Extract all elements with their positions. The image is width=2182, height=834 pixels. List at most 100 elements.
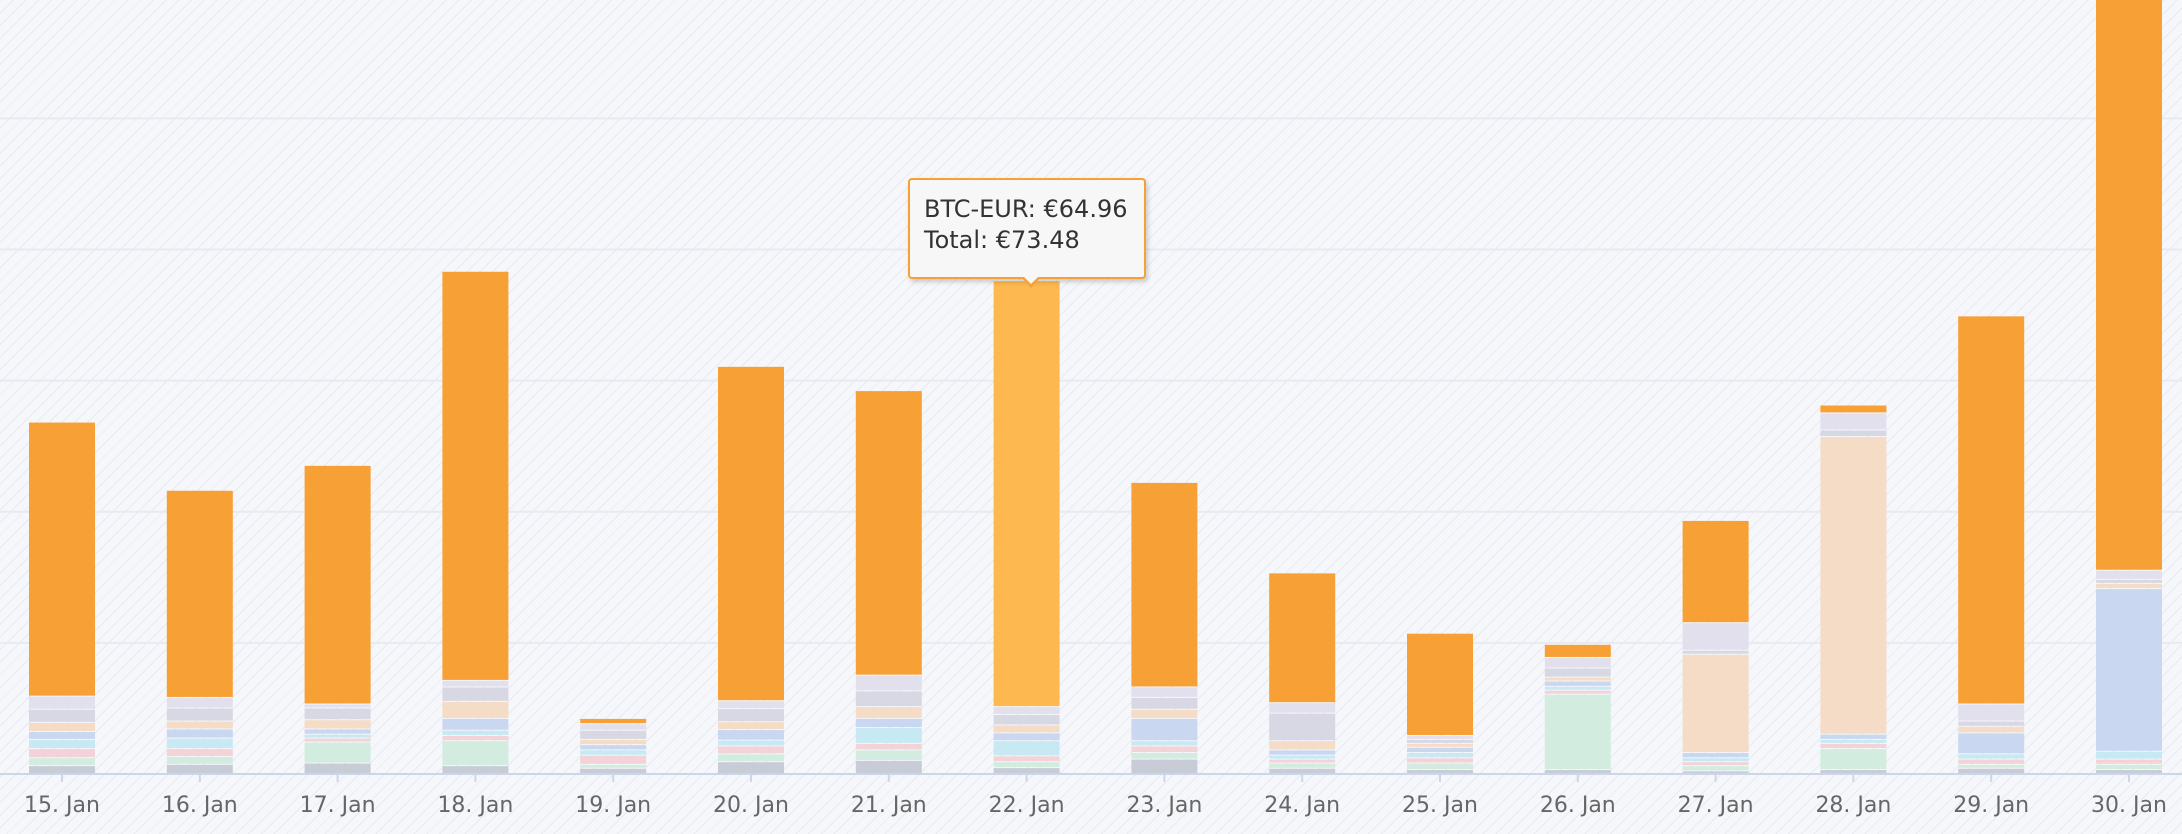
bar-segment[interactable] bbox=[1958, 316, 2025, 704]
bar-segment[interactable] bbox=[1407, 770, 1473, 773]
bar-segment[interactable] bbox=[1544, 690, 1611, 694]
bar-segment[interactable] bbox=[442, 271, 509, 680]
bar-segment[interactable] bbox=[1407, 739, 1473, 743]
bar-segment[interactable] bbox=[580, 739, 647, 745]
bar-segment[interactable] bbox=[855, 760, 922, 773]
bar-segment[interactable] bbox=[166, 729, 233, 738]
bar-segment[interactable] bbox=[166, 756, 233, 764]
bar-segment[interactable] bbox=[1269, 759, 1336, 763]
bar-segment[interactable] bbox=[993, 725, 1060, 733]
bar-segment[interactable] bbox=[855, 691, 922, 707]
bar-segment[interactable] bbox=[1131, 687, 1198, 697]
bar-segment[interactable] bbox=[580, 718, 647, 724]
bar-segment[interactable] bbox=[29, 739, 95, 749]
bar-segment[interactable] bbox=[1407, 763, 1473, 770]
bar-segment[interactable] bbox=[304, 465, 371, 704]
bar-segment[interactable] bbox=[1958, 726, 2025, 733]
bar-segment[interactable] bbox=[2096, 583, 2162, 589]
bar-segment[interactable] bbox=[1131, 746, 1198, 753]
bar-segment[interactable] bbox=[1958, 768, 2025, 773]
bar-segment[interactable] bbox=[304, 734, 371, 738]
bar-segment[interactable] bbox=[29, 709, 95, 722]
bar-segment[interactable] bbox=[304, 742, 371, 763]
bar-segment[interactable] bbox=[1682, 762, 1749, 766]
bar-segment[interactable] bbox=[1820, 739, 1887, 743]
bar-segment[interactable] bbox=[304, 720, 371, 729]
bar-segment[interactable] bbox=[1958, 759, 2025, 764]
bar-segment[interactable] bbox=[2096, 579, 2162, 583]
bar-segment[interactable] bbox=[1544, 681, 1611, 686]
bar-segment[interactable] bbox=[304, 708, 371, 720]
bar-segment[interactable] bbox=[1958, 733, 2025, 754]
bar-segment[interactable] bbox=[29, 758, 95, 766]
bar-segment[interactable] bbox=[1407, 753, 1473, 758]
bar-segment[interactable] bbox=[580, 768, 647, 773]
bar-segment[interactable] bbox=[29, 766, 95, 773]
bar-segment[interactable] bbox=[166, 490, 233, 697]
bar-segment[interactable] bbox=[580, 730, 647, 739]
bar-segment[interactable] bbox=[1958, 764, 2025, 768]
bar-segment[interactable] bbox=[580, 724, 647, 730]
bar-segment[interactable] bbox=[166, 697, 233, 708]
bar-segment[interactable] bbox=[1131, 741, 1198, 746]
bar-segment[interactable] bbox=[1269, 763, 1336, 768]
bar-segment[interactable] bbox=[29, 722, 95, 732]
bar-segment[interactable] bbox=[718, 740, 784, 746]
bar-segment[interactable] bbox=[718, 366, 784, 701]
bar-segment[interactable] bbox=[1131, 482, 1198, 687]
bar-segment[interactable] bbox=[1820, 413, 1887, 430]
bar-segment[interactable] bbox=[1269, 755, 1336, 759]
bar-segment[interactable] bbox=[580, 750, 647, 755]
bar-segment[interactable] bbox=[1131, 709, 1198, 718]
bar-segment[interactable] bbox=[580, 755, 647, 764]
bar-segment[interactable] bbox=[993, 707, 1060, 714]
bar-segment[interactable] bbox=[304, 729, 371, 734]
bar-segment[interactable] bbox=[1820, 749, 1887, 770]
bar-segment[interactable] bbox=[1820, 436, 1887, 734]
bar-segment[interactable] bbox=[1682, 520, 1749, 623]
bar-segment[interactable] bbox=[855, 707, 922, 718]
bar-segment[interactable] bbox=[718, 754, 784, 762]
bar-segment[interactable] bbox=[1682, 771, 1749, 773]
bar-segment[interactable] bbox=[1544, 644, 1611, 657]
bar-segment[interactable] bbox=[2096, 764, 2162, 770]
bar-segment[interactable] bbox=[1407, 747, 1473, 753]
bar-segment[interactable] bbox=[993, 741, 1060, 756]
bar-segment[interactable] bbox=[2096, 770, 2162, 773]
bar-segment[interactable] bbox=[580, 745, 647, 750]
bar-segment[interactable] bbox=[1269, 768, 1336, 773]
bar-segment[interactable] bbox=[166, 721, 233, 729]
bar-segment[interactable] bbox=[1269, 703, 1336, 713]
bar-segment[interactable] bbox=[442, 741, 509, 766]
bar-segment[interactable] bbox=[2096, 0, 2162, 570]
bar-segment[interactable] bbox=[855, 391, 922, 675]
bar-segment[interactable] bbox=[2096, 589, 2162, 751]
bar-segment[interactable] bbox=[442, 680, 509, 687]
bar-segment[interactable] bbox=[166, 738, 233, 749]
bar-segment[interactable] bbox=[1682, 758, 1749, 762]
bar-segment[interactable] bbox=[1682, 753, 1749, 758]
bar-segment[interactable] bbox=[718, 746, 784, 754]
bar-segment[interactable] bbox=[442, 718, 509, 730]
bar-segment[interactable] bbox=[855, 743, 922, 750]
bar-segment[interactable] bbox=[993, 756, 1060, 762]
bar-segment[interactable] bbox=[1407, 633, 1473, 735]
bar-segment[interactable] bbox=[1682, 654, 1749, 753]
bar-segment[interactable] bbox=[1820, 405, 1887, 413]
bar-segment[interactable] bbox=[1269, 713, 1336, 741]
bar-segment[interactable] bbox=[718, 709, 784, 722]
bar-segment[interactable] bbox=[1958, 754, 2025, 759]
bar-segment[interactable] bbox=[29, 749, 95, 758]
bar-segment[interactable] bbox=[1269, 573, 1336, 703]
bar-segment[interactable] bbox=[1407, 743, 1473, 747]
bar-segment[interactable] bbox=[1544, 770, 1611, 773]
bar-segment[interactable] bbox=[993, 714, 1060, 725]
bar-segment[interactable] bbox=[1269, 741, 1336, 750]
bar-segment[interactable] bbox=[1407, 735, 1473, 739]
bar-segment[interactable] bbox=[1682, 650, 1749, 654]
bar-segment[interactable] bbox=[442, 730, 509, 735]
bar-segment[interactable] bbox=[855, 718, 922, 728]
bar-segment[interactable] bbox=[1958, 721, 2025, 726]
bar-segment[interactable] bbox=[2096, 751, 2162, 759]
bar-segment[interactable] bbox=[166, 764, 233, 773]
